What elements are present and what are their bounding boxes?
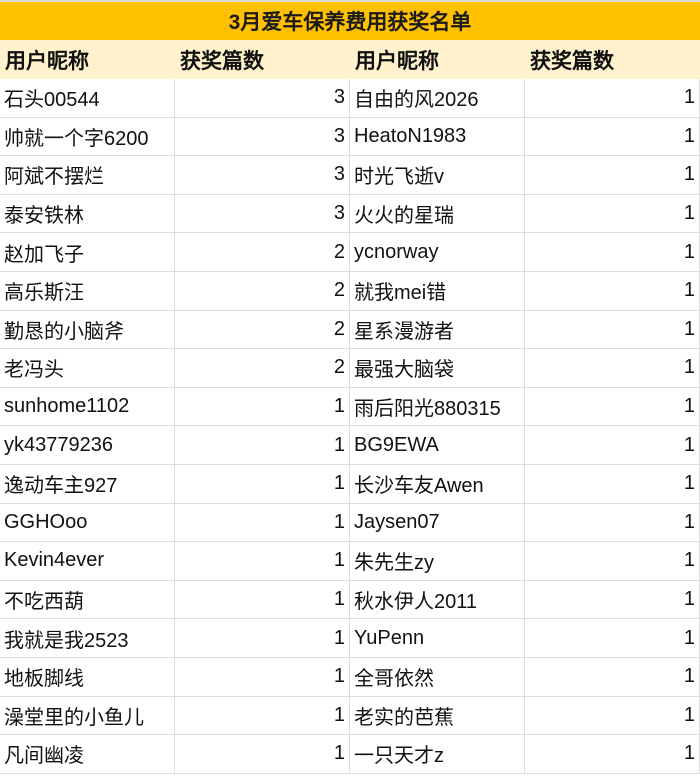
count-cell[interactable]: 1 (175, 619, 350, 657)
nickname-cell[interactable]: YuPenn (350, 619, 525, 657)
nickname-cell[interactable]: 逸动车主927 (0, 464, 175, 503)
count-cell[interactable]: 1 (175, 464, 350, 503)
count-cell[interactable]: 1 (525, 503, 700, 542)
nickname-cell[interactable]: 石头00544 (0, 79, 175, 117)
nickname-cell[interactable]: Jaysen07 (350, 503, 525, 542)
count-cell[interactable]: 1 (525, 696, 700, 735)
table-row: 不吃西葫 1 秋水伊人2011 1 (0, 580, 700, 620)
table-row: 我就是我2523 1 YuPenn 1 (0, 619, 700, 658)
nickname-cell[interactable]: 就我mei错 (350, 271, 525, 310)
table-row: yk43779236 1 BG9EWA 1 (0, 426, 700, 465)
nickname-cell[interactable]: 朱先生zy (350, 542, 525, 580)
table-row: 勤恳的小脑斧 2 星系漫游者 1 (0, 310, 700, 350)
count-cell[interactable]: 1 (525, 271, 700, 310)
nickname-cell[interactable]: 星系漫游者 (350, 310, 525, 349)
count-cell[interactable]: 1 (525, 117, 700, 156)
table-row: 澡堂里的小鱼儿 1 老实的芭蕉 1 (0, 696, 700, 736)
header-count-2[interactable]: 获奖篇数 (530, 49, 614, 73)
count-cell[interactable]: 1 (525, 542, 700, 580)
count-cell[interactable]: 2 (175, 310, 350, 349)
table-row: 地板脚线 1 全哥依然 1 (0, 657, 700, 697)
nickname-cell[interactable]: 泰安铁林 (0, 194, 175, 233)
count-cell[interactable]: 1 (175, 542, 350, 580)
nickname-cell[interactable]: 火火的星瑞 (350, 194, 525, 233)
nickname-cell[interactable]: sunhome1102 (0, 387, 175, 426)
header-nickname-1[interactable]: 用户昵称 (5, 49, 89, 73)
table-row: 石头00544 3 自由的风2026 1 (0, 79, 700, 118)
count-cell[interactable]: 1 (525, 156, 700, 194)
nickname-cell[interactable]: 地板脚线 (0, 657, 175, 696)
nickname-cell[interactable]: 秋水伊人2011 (350, 580, 525, 619)
count-cell[interactable]: 1 (175, 735, 350, 773)
count-cell[interactable]: 1 (525, 580, 700, 619)
nickname-cell[interactable]: 一只天才z (350, 735, 525, 773)
table-row: 阿斌不摆烂 3 时光飞逝v 1 (0, 156, 700, 195)
nickname-cell[interactable]: 帅就一个字6200 (0, 117, 175, 156)
header-nickname-2[interactable]: 用户昵称 (355, 49, 439, 73)
table-row: 高乐斯汪 2 就我mei错 1 (0, 271, 700, 311)
table-row: 老冯头 2 最强大脑袋 1 (0, 349, 700, 388)
count-cell[interactable]: 1 (525, 657, 700, 696)
table-row: 赵加飞子 2 ycnorway 1 (0, 233, 700, 272)
count-cell[interactable]: 1 (525, 233, 700, 271)
table-row: sunhome1102 1 雨后阳光880315 1 (0, 387, 700, 427)
count-cell[interactable]: 1 (525, 349, 700, 387)
nickname-cell[interactable]: 不吃西葫 (0, 580, 175, 619)
nickname-cell[interactable]: GGHOoo (0, 503, 175, 542)
count-cell[interactable]: 3 (175, 156, 350, 194)
nickname-cell[interactable]: BG9EWA (350, 426, 525, 464)
count-cell[interactable]: 1 (175, 696, 350, 735)
count-cell[interactable]: 1 (525, 464, 700, 503)
sheet-title: 3月爱车保养费用获奖名单 (0, 2, 700, 40)
table-row: 逸动车主927 1 长沙车友Awen 1 (0, 464, 700, 504)
nickname-cell[interactable]: 时光飞逝v (350, 156, 525, 194)
nickname-cell[interactable]: 澡堂里的小鱼儿 (0, 696, 175, 735)
nickname-cell[interactable]: 最强大脑袋 (350, 349, 525, 387)
nickname-cell[interactable]: HeatoN1983 (350, 117, 525, 156)
count-cell[interactable]: 1 (175, 580, 350, 619)
nickname-cell[interactable]: 自由的风2026 (350, 79, 525, 117)
nickname-cell[interactable]: yk43779236 (0, 426, 175, 464)
nickname-cell[interactable]: 雨后阳光880315 (350, 387, 525, 426)
table-row: 帅就一个字6200 3 HeatoN1983 1 (0, 117, 700, 157)
count-cell[interactable]: 3 (175, 194, 350, 233)
count-cell[interactable]: 3 (175, 117, 350, 156)
count-cell[interactable]: 2 (175, 349, 350, 387)
count-cell[interactable]: 1 (525, 619, 700, 657)
nickname-cell[interactable]: ycnorway (350, 233, 525, 271)
header-row: 用户昵称 获奖篇数 用户昵称 获奖篇数 (0, 40, 700, 79)
table-row: Kevin4ever 1 朱先生zy 1 (0, 542, 700, 581)
nickname-cell[interactable]: 全哥依然 (350, 657, 525, 696)
nickname-cell[interactable]: Kevin4ever (0, 542, 175, 580)
count-cell[interactable]: 1 (175, 657, 350, 696)
nickname-cell[interactable]: 长沙车友Awen (350, 464, 525, 503)
nickname-cell[interactable]: 勤恳的小脑斧 (0, 310, 175, 349)
nickname-cell[interactable]: 老实的芭蕉 (350, 696, 525, 735)
count-cell[interactable]: 2 (175, 233, 350, 271)
header-count-1[interactable]: 获奖篇数 (180, 49, 264, 73)
count-cell[interactable]: 1 (175, 503, 350, 542)
nickname-cell[interactable]: 赵加飞子 (0, 233, 175, 271)
count-cell[interactable]: 1 (525, 194, 700, 233)
count-cell[interactable]: 1 (525, 310, 700, 349)
table-body: 石头00544 3 自由的风2026 1 帅就一个字6200 3 HeatoN1983 1 阿斌… (0, 79, 700, 774)
table-row: 凡间幽凌 1 一只天才z 1 (0, 735, 700, 774)
nickname-cell[interactable]: 阿斌不摆烂 (0, 156, 175, 194)
count-cell[interactable]: 1 (525, 426, 700, 464)
count-cell[interactable]: 1 (525, 735, 700, 773)
count-cell[interactable]: 3 (175, 79, 350, 117)
count-cell[interactable]: 2 (175, 271, 350, 310)
table-row: 泰安铁林 3 火火的星瑞 1 (0, 194, 700, 234)
count-cell[interactable]: 1 (525, 387, 700, 426)
nickname-cell[interactable]: 高乐斯汪 (0, 271, 175, 310)
count-cell[interactable]: 1 (525, 79, 700, 117)
count-cell[interactable]: 1 (175, 387, 350, 426)
nickname-cell[interactable]: 凡间幽凌 (0, 735, 175, 773)
nickname-cell[interactable]: 我就是我2523 (0, 619, 175, 657)
nickname-cell[interactable]: 老冯头 (0, 349, 175, 387)
table-row: GGHOoo 1 Jaysen07 1 (0, 503, 700, 543)
count-cell[interactable]: 1 (175, 426, 350, 464)
